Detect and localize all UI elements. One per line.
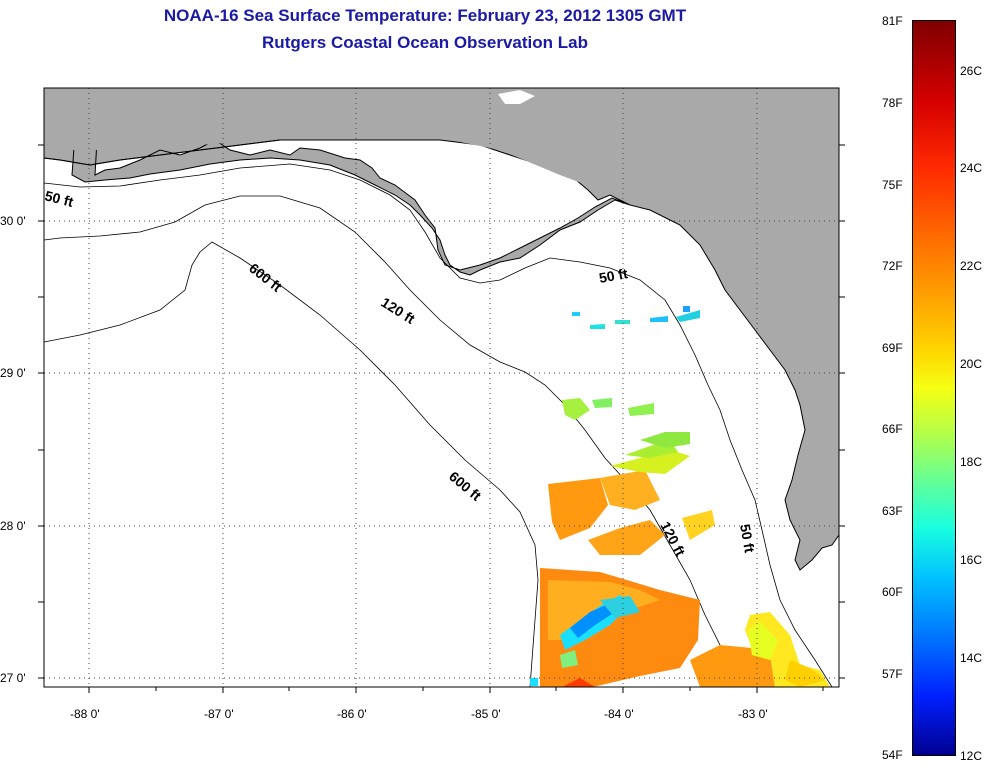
map-title: NOAA-16 Sea Surface Temperature: Februar…	[163, 6, 687, 25]
cb-f-75: 75F	[882, 178, 903, 192]
lon-label-84: -84 0'	[604, 707, 634, 721]
cb-c-12: 12C	[960, 749, 983, 763]
cb-f-57: 57F	[882, 667, 903, 681]
cb-c-16: 16C	[960, 553, 983, 567]
map-frame	[43, 87, 840, 688]
cb-f-66: 66F	[882, 422, 903, 436]
cb-c-26: 26C	[960, 64, 983, 78]
cb-f-78: 78F	[882, 96, 903, 110]
cb-c-14: 14C	[960, 651, 983, 665]
axis-ticks	[38, 144, 845, 693]
cb-f-69: 69F	[882, 341, 903, 355]
cb-c-22: 22C	[960, 259, 983, 273]
lon-label-85: -85 0'	[471, 707, 501, 721]
lat-label-28: 28 0'	[0, 519, 26, 533]
lon-label-88: -88 0'	[70, 707, 100, 721]
cb-c-24: 24C	[960, 161, 983, 175]
cb-f-60: 60F	[882, 585, 903, 599]
contour-label-50ft-west: 50 ft	[43, 187, 75, 210]
cb-c-20: 20C	[960, 357, 983, 371]
cb-f-72: 72F	[882, 259, 903, 273]
cb-f-54: 54F	[882, 748, 903, 762]
lon-label-83: -83 0'	[738, 707, 768, 721]
temperature-colorbar	[912, 20, 956, 756]
cb-c-18: 18C	[960, 455, 983, 469]
lon-label-86: -86 0'	[337, 707, 367, 721]
contour-label-50ft-big-bend: 50 ft	[598, 265, 629, 286]
contour-label-50ft-south: 50 ft	[737, 523, 758, 554]
contour-600ft	[44, 241, 539, 687]
sst-data-patches	[530, 306, 830, 687]
contour-50ft	[44, 163, 833, 687]
lat-label-27: 27 0'	[0, 671, 26, 685]
lon-label-87: -87 0'	[204, 707, 234, 721]
map-subtitle: Rutgers Coastal Ocean Observation Lab	[262, 33, 588, 52]
cb-f-81: 81F	[882, 14, 903, 28]
lat-label-29: 29 0'	[0, 366, 26, 380]
lat-label-30: 30 0'	[0, 214, 26, 228]
contour-120ft	[44, 195, 756, 687]
cb-f-63: 63F	[882, 504, 903, 518]
